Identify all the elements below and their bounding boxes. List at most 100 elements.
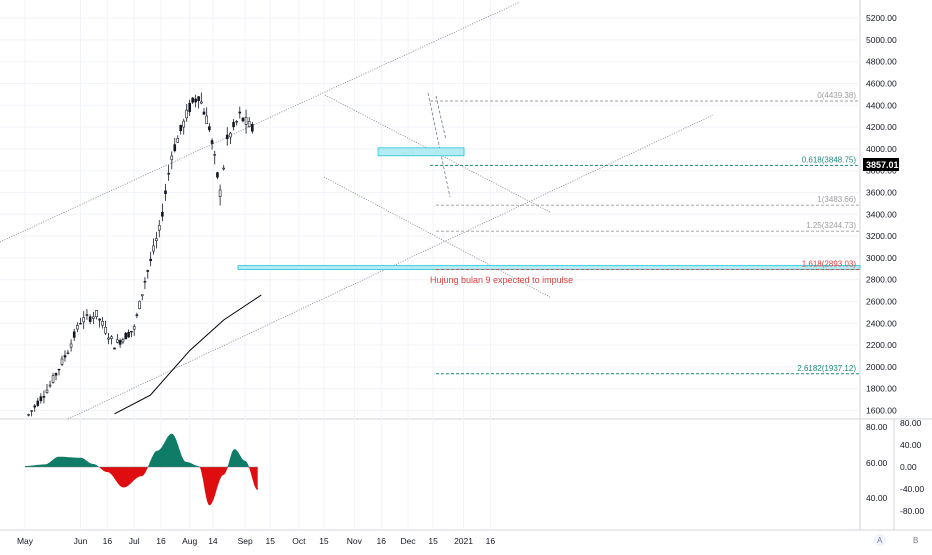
- osc-tick-label-right: 80.00: [900, 418, 922, 428]
- annotation-text[interactable]: Hujung bulan 9 expected to impulse: [430, 275, 573, 285]
- candle-body: [146, 270, 150, 272]
- osc-tick-label-right: -40.00: [900, 484, 924, 494]
- time-tick-label: Sep: [238, 536, 253, 546]
- candle-body: [173, 144, 177, 152]
- time-tick-label: 14: [208, 536, 218, 546]
- candle-body: [140, 294, 144, 297]
- time-tick-label: 15: [319, 536, 329, 546]
- price-tick-label: 2600.00: [866, 297, 897, 307]
- price-tick-label: 4600.00: [866, 79, 897, 89]
- channel-upper-line[interactable]: [0, 1, 521, 243]
- osc-tick-label-left: 60.00: [866, 458, 888, 468]
- candle-body: [235, 121, 238, 123]
- candle-body: [155, 238, 158, 242]
- price-tick-label: 4000.00: [866, 144, 897, 154]
- candle-body: [218, 189, 222, 197]
- auto-scale-button[interactable]: [874, 534, 886, 546]
- time-tick-label: 2021: [454, 536, 473, 546]
- candle-body: [202, 111, 206, 115]
- candle-body: [54, 373, 58, 376]
- time-tick-label: Oct: [292, 536, 306, 546]
- trend-lower-line[interactable]: [323, 176, 551, 298]
- candle-body: [51, 375, 55, 383]
- time-tick-label: 16: [376, 536, 386, 546]
- candle-body: [149, 258, 152, 262]
- candle-body: [143, 281, 147, 283]
- projection-line[interactable]: [427, 92, 451, 198]
- candle-body: [132, 326, 136, 330]
- candle-body: [33, 405, 37, 408]
- candle-body: [42, 396, 46, 398]
- candle-body: [194, 98, 197, 103]
- candle-body: [121, 339, 125, 343]
- time-tick-label: May: [17, 536, 34, 546]
- last-price-label: 3857.01: [866, 160, 899, 170]
- resistance-zone[interactable]: [377, 147, 465, 157]
- candle-body: [82, 317, 86, 323]
- price-tick-label: 3600.00: [866, 188, 897, 198]
- candle-body: [127, 332, 130, 338]
- candle-body: [85, 314, 89, 316]
- candle-body: [244, 117, 248, 125]
- oscillator-positive-area: [25, 433, 258, 467]
- time-tick-label: Nov: [347, 536, 363, 546]
- moving-average-line[interactable]: [114, 294, 262, 415]
- candle-body: [63, 355, 67, 358]
- time-tick-label: Jul: [129, 536, 140, 546]
- candle-body: [30, 410, 33, 412]
- price-tick-label: 2000.00: [866, 362, 897, 372]
- price-tick-label: 4800.00: [866, 57, 897, 67]
- osc-tick-label-left: 40.00: [866, 493, 888, 503]
- projection-line[interactable]: [435, 95, 447, 141]
- candle-body: [48, 384, 52, 387]
- candle-body: [161, 211, 164, 217]
- candle-body: [130, 330, 133, 333]
- candle-body: [107, 337, 110, 340]
- last-price-marker: [863, 158, 899, 171]
- price-tick-label: 4400.00: [866, 100, 897, 110]
- price-tick-label: 5200.00: [866, 13, 897, 23]
- candle-body: [138, 300, 141, 310]
- candle-body: [197, 96, 200, 101]
- candle-body: [170, 155, 174, 161]
- price-tick-label: 2200.00: [866, 340, 897, 350]
- candle-body: [185, 109, 188, 119]
- price-tick-label: 2800.00: [866, 275, 897, 285]
- candle-body: [110, 336, 113, 339]
- fib-level-label: 2.6182(1937.12): [797, 364, 856, 373]
- candle-body: [152, 245, 155, 252]
- candle-body: [188, 102, 191, 112]
- candle-body: [167, 173, 170, 175]
- candle-body: [182, 120, 186, 128]
- fib-level-label: 0(4439.38): [817, 91, 856, 100]
- candle-body: [176, 138, 180, 143]
- candle-body: [79, 322, 82, 325]
- candle-body: [164, 190, 167, 195]
- candle-body: [57, 368, 61, 371]
- price-tick-label: 3400.00: [866, 209, 897, 219]
- candle-body: [104, 326, 107, 334]
- time-tick-label: 16: [486, 536, 496, 546]
- candle-body: [69, 343, 73, 348]
- time-tick-label: 15: [428, 536, 438, 546]
- candle-body: [36, 400, 40, 406]
- candle-body: [229, 132, 232, 138]
- candle-body: [225, 134, 229, 140]
- time-tick-label: Dec: [400, 536, 416, 546]
- auto-scale-label[interactable]: A: [877, 536, 883, 545]
- price-tick-label: 2400.00: [866, 318, 897, 328]
- oscillator-negative-area: [25, 467, 258, 506]
- candle-body: [72, 331, 76, 338]
- candle-body: [95, 310, 98, 318]
- support-zone[interactable]: [237, 265, 861, 270]
- candle-body: [238, 111, 242, 114]
- price-tick-label: 3200.00: [866, 231, 897, 241]
- log-scale-label[interactable]: B: [913, 536, 918, 545]
- candle-body: [191, 97, 194, 103]
- price-tick-label: 4200.00: [866, 122, 897, 132]
- fib-level-label: 1.618(2893.03): [802, 260, 857, 269]
- osc-tick-label-left: 80.00: [866, 422, 888, 432]
- price-tick-label: 1600.00: [866, 406, 897, 416]
